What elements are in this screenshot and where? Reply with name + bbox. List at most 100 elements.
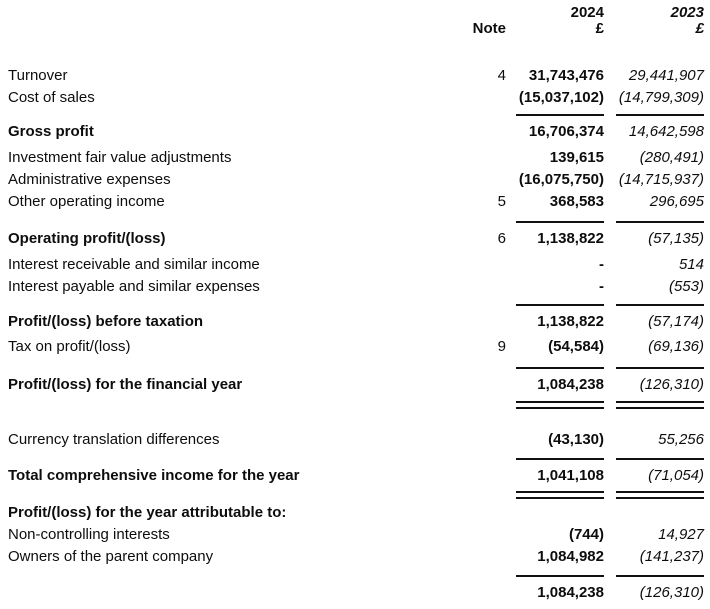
table-row: Profit/(loss) for the financial year 1,0… bbox=[8, 373, 704, 395]
table-row: Interest payable and similar expenses - … bbox=[8, 275, 704, 297]
value-2024: (43,130) bbox=[548, 430, 604, 448]
value-2023: (14,715,937) bbox=[618, 170, 704, 188]
row-label: Other operating income bbox=[8, 192, 165, 210]
total-rule-2023 bbox=[616, 221, 704, 223]
table-row: Profit/(loss) for the year attributable … bbox=[8, 501, 704, 523]
total-rule-row bbox=[8, 114, 704, 116]
row-label: Profit/(loss) before taxation bbox=[8, 312, 204, 330]
total-rule-2023 bbox=[616, 575, 704, 577]
value-2024: 368,583 bbox=[549, 192, 604, 210]
total-rule-2024 bbox=[516, 304, 604, 306]
table-row: Other operating income 5 368,583 296,695 bbox=[8, 190, 704, 212]
table-body: Turnover 4 31,743,476 29,441,907 Cost of… bbox=[8, 64, 704, 603]
note-reference: 5 bbox=[497, 192, 506, 210]
total-rule-row bbox=[8, 401, 704, 409]
note-reference: 9 bbox=[497, 337, 506, 355]
value-2023: 55,256 bbox=[658, 430, 704, 448]
table-header-years: 2024 2023 bbox=[8, 3, 704, 21]
table-row: Total comprehensive income for the year … bbox=[8, 464, 704, 486]
total-rule-row bbox=[8, 575, 704, 577]
column-header-year-2024: 2024 bbox=[570, 3, 604, 21]
value-2023: 14,642,598 bbox=[628, 122, 704, 140]
column-header-note: Note bbox=[472, 19, 506, 37]
value-2024: - bbox=[599, 277, 604, 295]
value-2024: (744) bbox=[568, 525, 604, 543]
total-rule-row bbox=[8, 491, 704, 499]
total-rule-2024 bbox=[516, 575, 604, 577]
table-row: Interest receivable and similar income -… bbox=[8, 253, 704, 275]
row-label: Interest payable and similar expenses bbox=[8, 277, 260, 295]
value-2023: (553) bbox=[668, 277, 704, 295]
row-label: Profit/(loss) for the year attributable … bbox=[8, 503, 287, 521]
total-rule-2024 bbox=[516, 221, 604, 223]
value-2024: 1,138,822 bbox=[537, 229, 604, 247]
row-label: Total comprehensive income for the year bbox=[8, 466, 300, 484]
value-2023: 296,695 bbox=[649, 192, 704, 210]
total-rule-2023 bbox=[616, 304, 704, 306]
value-2023: (57,135) bbox=[648, 229, 704, 247]
value-2023: (126,310) bbox=[639, 583, 704, 601]
total-rule-2023 bbox=[616, 114, 704, 116]
total-rule-row bbox=[8, 367, 704, 369]
value-2023: (126,310) bbox=[639, 375, 704, 393]
row-label: Interest receivable and similar income bbox=[8, 255, 260, 273]
value-2023: (141,237) bbox=[639, 547, 704, 565]
total-rule-2023 bbox=[616, 458, 704, 460]
currency-symbol-2023: £ bbox=[695, 19, 704, 37]
table-row: Currency translation differences (43,130… bbox=[8, 428, 704, 450]
table-row: Gross profit 16,706,374 14,642,598 bbox=[8, 120, 704, 142]
total-rule-row bbox=[8, 304, 704, 306]
value-2024: 1,084,238 bbox=[537, 375, 604, 393]
table-row: Cost of sales (15,037,102) (14,799,309) bbox=[8, 86, 704, 108]
column-header-year-2023: 2023 bbox=[670, 3, 704, 21]
value-2023: (71,054) bbox=[648, 466, 704, 484]
total-rule-2024 bbox=[516, 367, 604, 369]
total-rule-2024 bbox=[516, 114, 604, 116]
value-2024: 1,084,238 bbox=[537, 583, 604, 601]
value-2024: 1,084,982 bbox=[537, 547, 604, 565]
table-row: Turnover 4 31,743,476 29,441,907 bbox=[8, 64, 704, 86]
value-2024: (15,037,102) bbox=[518, 88, 604, 106]
table-row: Profit/(loss) before taxation 1,138,822 … bbox=[8, 310, 704, 332]
table-row: Owners of the parent company 1,084,982 (… bbox=[8, 545, 704, 567]
value-2023: (69,136) bbox=[648, 337, 704, 355]
value-2024: (54,584) bbox=[548, 337, 604, 355]
value-2024: 31,743,476 bbox=[528, 66, 604, 84]
table-row: 1,084,238 (126,310) bbox=[8, 581, 704, 603]
row-label: Cost of sales bbox=[8, 88, 95, 106]
row-label: Turnover bbox=[8, 66, 68, 84]
table-row: Operating profit/(loss) 6 1,138,822 (57,… bbox=[8, 227, 704, 249]
table-row: Administrative expenses (16,075,750) (14… bbox=[8, 168, 704, 190]
total-rule-2023 bbox=[616, 491, 704, 499]
value-2024: - bbox=[599, 255, 604, 273]
row-label: Operating profit/(loss) bbox=[8, 229, 166, 247]
total-rule-2024 bbox=[516, 491, 604, 499]
value-2024: (16,075,750) bbox=[518, 170, 604, 188]
row-label: Administrative expenses bbox=[8, 170, 171, 188]
table-row: Non-controlling interests (744) 14,927 bbox=[8, 523, 704, 545]
row-label: Currency translation differences bbox=[8, 430, 220, 448]
value-2023: (14,799,309) bbox=[618, 88, 704, 106]
total-rule-2023 bbox=[616, 401, 704, 409]
value-2024: 1,138,822 bbox=[537, 312, 604, 330]
currency-symbol-2024: £ bbox=[595, 19, 604, 37]
row-label: Investment fair value adjustments bbox=[8, 148, 232, 166]
value-2023: 14,927 bbox=[658, 525, 704, 543]
row-label: Tax on profit/(loss) bbox=[8, 337, 131, 355]
table-row: Tax on profit/(loss) 9 (54,584) (69,136) bbox=[8, 335, 704, 357]
row-label: Gross profit bbox=[8, 122, 94, 140]
note-reference: 6 bbox=[497, 229, 506, 247]
value-2023: (280,491) bbox=[639, 148, 704, 166]
value-2023: 514 bbox=[678, 255, 704, 273]
total-rule-row bbox=[8, 221, 704, 223]
value-2024: 16,706,374 bbox=[528, 122, 604, 140]
total-rule-2024 bbox=[516, 458, 604, 460]
table-header-units: Note £ £ bbox=[8, 19, 704, 37]
row-label: Non-controlling interests bbox=[8, 525, 170, 543]
table-row: Investment fair value adjustments 139,61… bbox=[8, 146, 704, 168]
value-2023: 29,441,907 bbox=[628, 66, 704, 84]
value-2023: (57,174) bbox=[648, 312, 704, 330]
total-rule-row bbox=[8, 458, 704, 460]
row-label: Profit/(loss) for the financial year bbox=[8, 375, 243, 393]
